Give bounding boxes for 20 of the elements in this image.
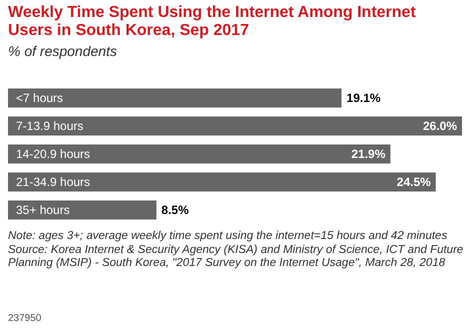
source-note: Source: Korea Internet & Security Agency (KISA) and Ministry of Science, ICT and Future Planning (MSIP) - South Korea, "2017 Survey on the Internet Usage", March 28, 2018 — [8, 244, 464, 270]
text: 237950 — [8, 313, 42, 324]
data-label: 26.0% — [422, 119, 458, 133]
y-tick-label: 14-20.9 hours — [16, 147, 90, 161]
bar — [8, 88, 342, 108]
bar — [8, 116, 462, 136]
bar — [8, 172, 436, 192]
data-label: 24.5% — [396, 175, 432, 189]
y-tick-label: 7-13.9 hours — [16, 119, 84, 133]
y-tick-label: 35+ hours — [16, 203, 70, 217]
y-tick-label: <7 hours — [16, 91, 64, 105]
data-label: 8.5% — [161, 203, 190, 217]
bar — [8, 200, 156, 220]
data-label: 19.1% — [346, 91, 381, 105]
chart-title: Weekly Time Spent Using the Internet Among Internet Users in South Korea, Sep 2017 — [8, 4, 417, 40]
text: Note: ages 3+; average weekly time spent using the internet=15 hours and 42 minutes — [8, 230, 448, 244]
y-tick-label: 21-34.9 hours — [16, 175, 90, 189]
bar — [8, 144, 390, 164]
data-label: 21.9% — [351, 147, 386, 161]
chart-subtitle: % of respondents — [8, 43, 117, 59]
